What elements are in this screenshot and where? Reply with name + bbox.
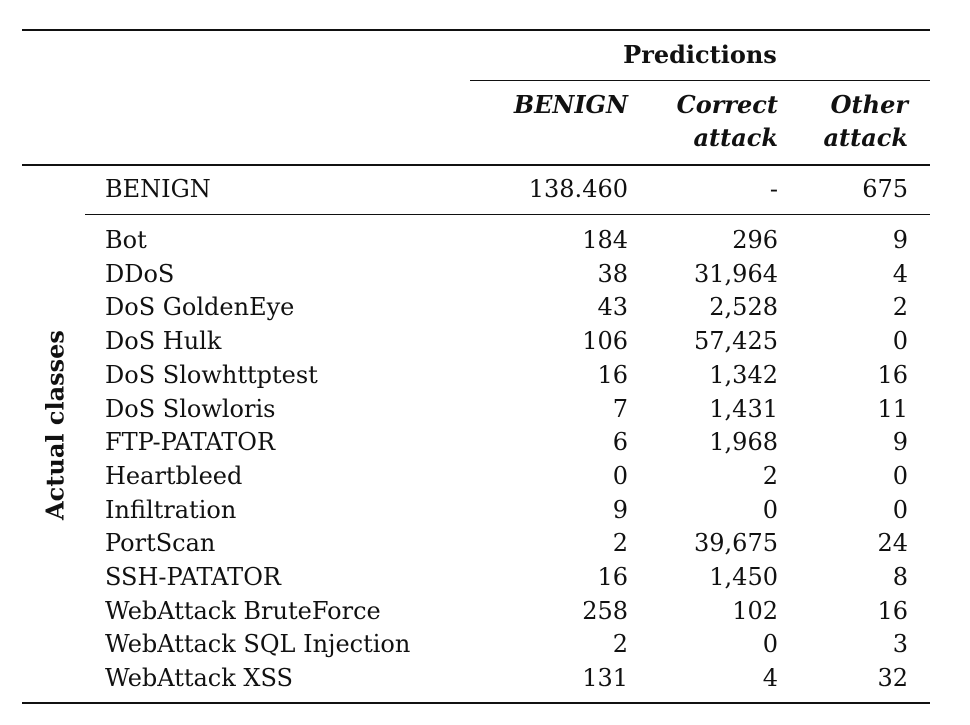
- cell-correct-attack: 1,431: [709, 394, 778, 423]
- cell-correct-attack: 4: [762, 664, 778, 693]
- row-label: DDoS: [105, 259, 175, 288]
- cell-correct-attack: 39,675: [694, 529, 778, 558]
- cell-benign: 6: [612, 428, 628, 457]
- cell-benign: 7: [612, 394, 628, 423]
- cell-correct-attack: 1,968: [709, 428, 778, 457]
- cell-benign: 38: [597, 259, 628, 288]
- cell-other-attack: 0: [892, 461, 908, 490]
- cell-correct-attack: 296: [732, 226, 778, 254]
- cell-correct-attack: 2: [762, 461, 778, 490]
- cell-other-attack: 9: [892, 428, 908, 457]
- cell-benign: 9: [612, 495, 628, 524]
- row-label: Bot: [105, 226, 147, 254]
- cell-correct-attack: 1,450: [709, 563, 778, 591]
- cell-other-attack: 32: [877, 664, 908, 693]
- cell-correct-attack: 2,528: [709, 293, 778, 322]
- cell-other-attack: 4: [892, 259, 908, 288]
- col-header-other-attack-line2: attack: [823, 123, 908, 152]
- cell-other-attack: 0: [892, 495, 908, 524]
- row-label: DoS Hulk: [105, 327, 222, 356]
- cell-benign: 184: [582, 226, 628, 254]
- cell-other-attack: 16: [877, 360, 908, 389]
- bottom-rule: [22, 702, 930, 704]
- cell-benign: 2: [612, 529, 628, 558]
- cell-benign: 16: [597, 563, 628, 591]
- row-label: DoS Slowhttptest: [105, 360, 318, 389]
- cell-correct-attack: 102: [732, 596, 778, 625]
- cell-other-attack: 24: [877, 529, 908, 558]
- cell-other-attack: 11: [877, 394, 908, 423]
- cell-benign: 258: [582, 596, 628, 625]
- cell-correct-attack: 0: [762, 495, 778, 524]
- cell-other-attack: 8: [892, 563, 908, 591]
- row-label: DoS GoldenEye: [105, 293, 295, 322]
- row-label: Infiltration: [105, 495, 237, 524]
- cell-correct-attack: 1,342: [709, 360, 778, 389]
- row-label: PortScan: [105, 529, 216, 558]
- row-label: SSH-PATATOR: [105, 563, 281, 591]
- predictions-cmidrule: [470, 80, 930, 81]
- row-label: WebAttack SQL Injection: [105, 630, 411, 659]
- benign-separator-rule: [85, 214, 930, 215]
- actual-classes-label: Actual classes: [40, 330, 70, 520]
- col-header-correct-attack-line2: attack: [693, 123, 778, 152]
- row-label: Heartbleed: [105, 461, 243, 490]
- row-label: DoS Slowloris: [105, 394, 276, 423]
- col-header-correct-attack-line1: Correct: [676, 90, 778, 119]
- cell-correct-attack: 57,425: [694, 327, 778, 356]
- cell-benign: 106: [582, 327, 628, 356]
- cell-benign: 16: [597, 360, 628, 389]
- cell-benign: 0: [612, 461, 628, 490]
- cell-benign: 131: [582, 664, 628, 693]
- cell-other-attack: 2: [892, 293, 908, 322]
- cell-other-attack: 0: [892, 327, 908, 356]
- benign-row-correct: -: [769, 175, 778, 203]
- cell-correct-attack: 0: [762, 630, 778, 659]
- cell-other-attack: 16: [877, 596, 908, 625]
- col-header-other-attack-line1: Other: [830, 90, 908, 119]
- col-header-benign: BENIGN: [513, 90, 628, 119]
- row-label: WebAttack BruteForce: [105, 596, 381, 625]
- row-label: FTP-PATATOR: [105, 428, 276, 457]
- benign-row-other: 675: [862, 175, 908, 203]
- cell-benign: 2: [612, 630, 628, 659]
- header-rule: [22, 164, 930, 166]
- cell-correct-attack: 31,964: [694, 259, 778, 288]
- cell-other-attack: 9: [892, 226, 908, 254]
- benign-row-benign: 138.460: [528, 175, 628, 203]
- predictions-header: Predictions: [623, 40, 777, 69]
- cell-other-attack: 3: [892, 630, 908, 659]
- cell-benign: 43: [597, 293, 628, 322]
- top-rule: [22, 29, 930, 31]
- benign-row-label: BENIGN: [105, 175, 211, 203]
- row-label: WebAttack XSS: [105, 664, 293, 693]
